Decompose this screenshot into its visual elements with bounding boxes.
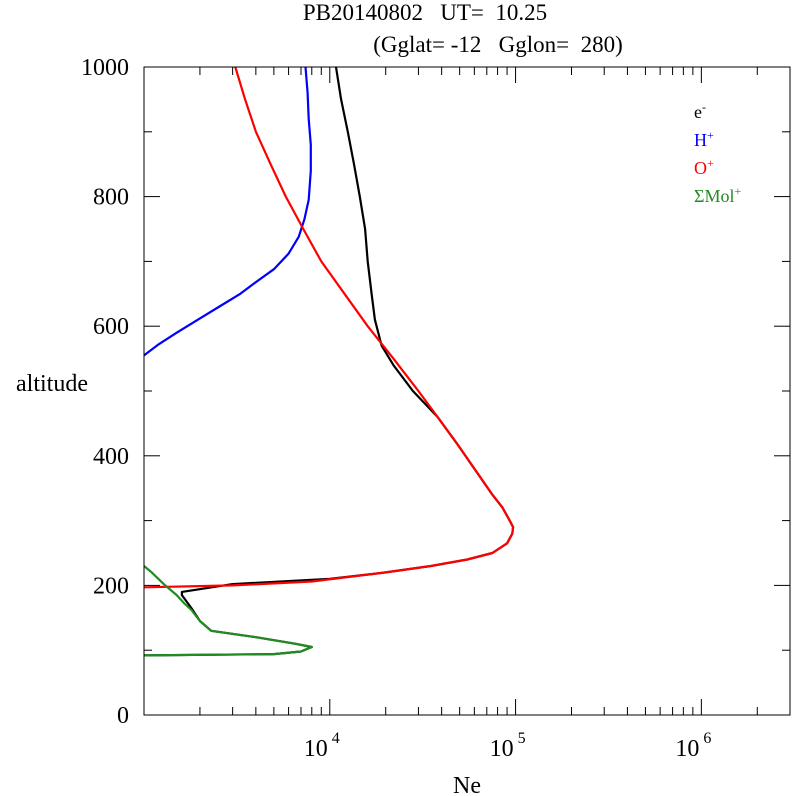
x-tick-label: 10 xyxy=(490,736,514,762)
y-tick-label: 1000 xyxy=(81,55,129,81)
x-tick-label-exponent: 4 xyxy=(332,730,340,747)
y-tick-label: 800 xyxy=(93,185,129,211)
legend: e- H+ O+ ΣMol+ xyxy=(694,100,741,206)
series-line xyxy=(143,66,515,657)
x-tick-label: 10 xyxy=(675,736,699,762)
series-line xyxy=(143,565,313,657)
series-line xyxy=(143,66,515,589)
series-line xyxy=(143,66,312,357)
y-tick-label: 200 xyxy=(93,573,129,599)
x-tick-label: 10 xyxy=(304,736,328,762)
y-tick-label: 600 xyxy=(93,314,129,340)
legend-item: ΣMol+ xyxy=(694,184,741,206)
plot-frame xyxy=(143,66,791,716)
y-tick-label: 0 xyxy=(117,703,129,729)
series-lines xyxy=(143,66,515,657)
chart-title-line1: PB20140802 UT= 10.25 xyxy=(303,0,547,25)
chart-title-line2: (Gglat= -12 Gglon= 280) xyxy=(373,32,623,57)
y-tick-label: 400 xyxy=(93,444,129,470)
legend-item: O+ xyxy=(694,156,714,178)
x-tick-label-exponent: 5 xyxy=(518,730,526,747)
x-tick-label-exponent: 6 xyxy=(703,730,711,747)
legend-item: H+ xyxy=(694,128,714,150)
legend-item: e- xyxy=(694,100,706,122)
y-axis-label: altitude xyxy=(16,371,88,397)
x-axis-label: Ne xyxy=(453,773,481,796)
